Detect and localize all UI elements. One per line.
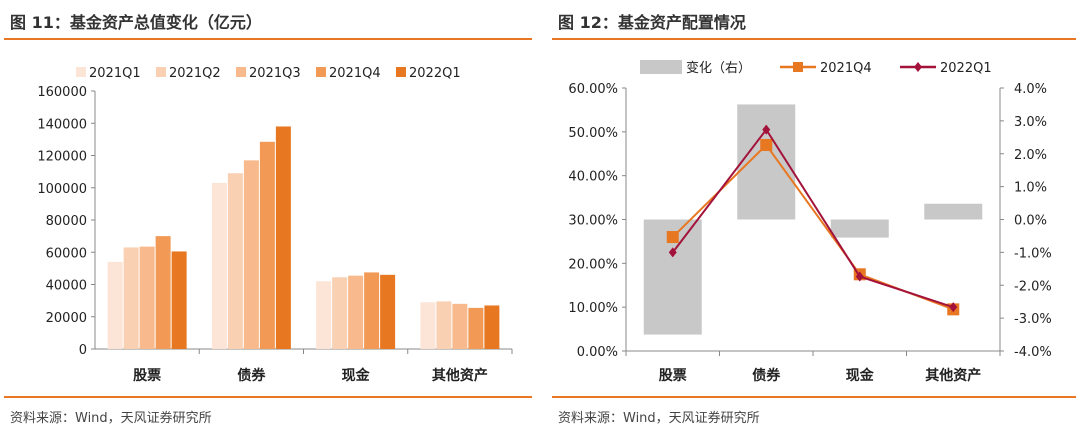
x-tick-label: 股票: [133, 368, 161, 384]
legend-swatch: [640, 60, 682, 74]
bar-chart-asset-value: 2021Q1 2021Q2 2021Q3 2021Q4 2022Q1 160000 1400…: [37, 66, 513, 384]
legend-label: 2022Q1: [940, 61, 992, 76]
y-tick-label: 60000: [46, 246, 87, 261]
y-tick-label: 0.00%: [577, 345, 618, 360]
x-tick-label: 债券: [752, 367, 781, 384]
bar: [275, 126, 291, 349]
y-tick-label: 30.00%: [568, 214, 618, 229]
y2-tick-label: -1.0%: [1014, 246, 1052, 261]
y-tick-label: 120000: [37, 150, 87, 165]
bar: [123, 247, 139, 349]
point-marker: [760, 138, 773, 151]
y-tick-label: 60.00%: [568, 82, 618, 97]
point-marker: [855, 271, 864, 282]
bar: [468, 307, 484, 349]
y2-tick-label: 2.0%: [1014, 148, 1047, 163]
y-tick-label: 10.00%: [568, 301, 618, 316]
bar: [259, 141, 275, 349]
y-tick-label: 160000: [37, 85, 87, 100]
bar: [316, 281, 332, 349]
y2-tick-label: 1.0%: [1014, 181, 1047, 196]
y2-tick-label: -4.0%: [1014, 345, 1052, 360]
change-bar: [924, 203, 983, 220]
source-divider: [4, 396, 532, 398]
y2-tick-label: -2.0%: [1014, 279, 1052, 294]
y2-tick-label: 0.0%: [1014, 214, 1047, 229]
change-bar: [830, 219, 889, 238]
chart-title: 图 11：基金资产总值变化（亿元）: [10, 13, 262, 32]
legend-label: 2021Q3: [249, 66, 301, 81]
bar: [420, 302, 436, 349]
point-marker: [666, 231, 679, 244]
source-note: 资料来源：Wind，天风证券研究所: [10, 411, 212, 426]
source-note: 资料来源：Wind，天风证券研究所: [558, 411, 760, 426]
legend-label: 2022Q1: [409, 66, 461, 81]
y-tick-label: 20.00%: [568, 257, 618, 272]
legend-label: 2021Q2: [169, 66, 221, 81]
bar: [380, 274, 396, 349]
legend-marker: [793, 62, 803, 72]
legend-swatch: [316, 67, 326, 77]
legend-swatch: [236, 67, 246, 77]
bar: [484, 305, 500, 349]
x-tick-label: 股票: [659, 368, 687, 384]
bar: [155, 236, 171, 349]
legend-swatch: [396, 67, 406, 77]
x-tick-label: 其他资产: [925, 367, 981, 384]
bar: [332, 277, 348, 349]
y-tick-label: 20000: [46, 311, 87, 326]
change-bar: [737, 104, 796, 220]
y-tick-label: 140000: [37, 117, 87, 132]
bar: [452, 303, 468, 349]
source-divider: [552, 396, 1076, 398]
bar: [171, 251, 187, 349]
chart-panel-right: 图 12：基金资产配置情况 60.00% 50.00% 40.00% 30.00% 20…: [548, 0, 1080, 436]
bar: [364, 272, 380, 349]
x-tick-label: 现金: [342, 367, 371, 384]
y-tick-label: 0: [79, 343, 87, 358]
y-tick-label: 80000: [46, 214, 87, 229]
legend-marker: [914, 62, 922, 72]
series-line: [671, 127, 954, 309]
bar: [107, 261, 123, 349]
y-tick-label: 50.00%: [568, 126, 618, 141]
legend-label: 2021Q4: [820, 61, 872, 76]
legend-label: 2021Q1: [89, 66, 141, 81]
legend-label: 2021Q4: [329, 66, 381, 81]
x-tick-label: 其他资产: [432, 367, 488, 384]
legend-label: 变化（右）: [686, 60, 751, 76]
bar: [139, 246, 155, 349]
bar: [211, 182, 227, 349]
combo-chart-asset-allocation: 60.00% 50.00% 40.00% 30.00% 20.00% 10.00% 0.00…: [568, 60, 1052, 384]
series-line: [672, 143, 954, 311]
y2-tick-label: 3.0%: [1014, 115, 1047, 130]
legend-swatch: [156, 67, 166, 77]
x-tick-label: 现金: [846, 367, 875, 384]
legend-swatch: [76, 67, 86, 77]
bar: [243, 160, 259, 349]
point-marker: [668, 247, 677, 258]
point-marker: [949, 302, 958, 313]
title-divider: [552, 38, 1076, 40]
title-divider: [4, 38, 532, 40]
chart-title: 图 12：基金资产配置情况: [558, 13, 746, 32]
bar: [348, 275, 364, 349]
point-marker: [762, 124, 771, 135]
y2-tick-label: -3.0%: [1014, 312, 1052, 327]
y-tick-label: 40.00%: [568, 170, 618, 185]
y-tick-label: 40000: [46, 279, 87, 294]
bar: [436, 301, 452, 349]
y2-tick-label: 4.0%: [1014, 82, 1047, 97]
bar: [227, 173, 243, 349]
y-tick-label: 100000: [37, 182, 87, 197]
x-tick-label: 债券: [237, 367, 266, 384]
chart-panel-left: 图 11：基金资产总值变化（亿元） 2021Q1 2021Q2 2021Q3 2021…: [0, 0, 536, 436]
